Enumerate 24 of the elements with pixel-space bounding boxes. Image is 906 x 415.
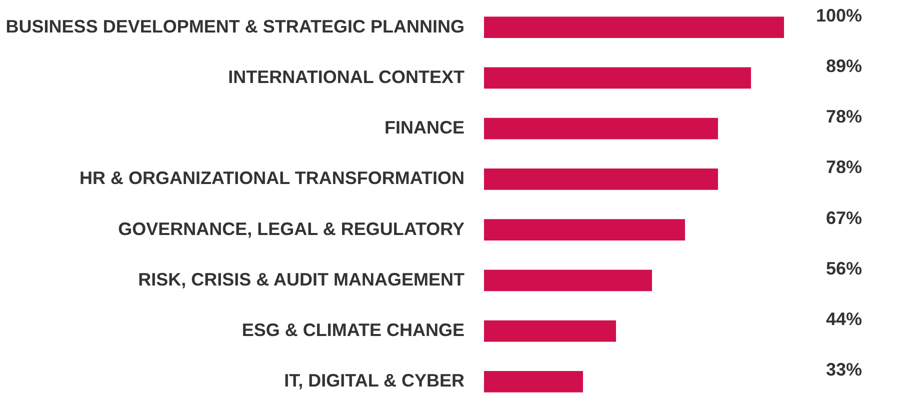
y-tick-label: RISK, CRISIS & AUDIT MANAGEMENT bbox=[138, 269, 464, 290]
bar bbox=[484, 118, 718, 140]
bar bbox=[484, 371, 583, 392]
y-tick-label: HR & ORGANIZATIONAL TRANSFORMATION bbox=[80, 168, 464, 188]
data-label: 89% bbox=[826, 56, 862, 76]
bar bbox=[484, 168, 718, 190]
data-label: 44% bbox=[826, 309, 862, 330]
y-tick-label: BUSINESS DEVELOPMENT & STRATEGIC PLANNING bbox=[6, 16, 464, 36]
bar bbox=[484, 219, 685, 240]
y-tick-label: FINANCE bbox=[384, 118, 464, 138]
bar bbox=[484, 320, 616, 342]
bar bbox=[484, 67, 751, 89]
y-tick-label: IT, DIGITAL & CYBER bbox=[284, 370, 464, 391]
y-tick-label: ESG & CLIMATE CHANGE bbox=[242, 320, 464, 340]
data-label: 67% bbox=[826, 208, 862, 228]
bar bbox=[484, 16, 784, 38]
y-tick-label: INTERNATIONAL CONTEXT bbox=[228, 66, 464, 87]
data-label: 33% bbox=[826, 360, 862, 380]
data-label: 56% bbox=[826, 258, 862, 278]
data-label: 78% bbox=[826, 157, 862, 178]
data-label: 78% bbox=[826, 106, 862, 127]
y-tick-label: GOVERNANCE, LEGAL & REGULATORY bbox=[118, 218, 464, 239]
bar bbox=[484, 270, 652, 292]
data-label: 100% bbox=[816, 5, 862, 26]
